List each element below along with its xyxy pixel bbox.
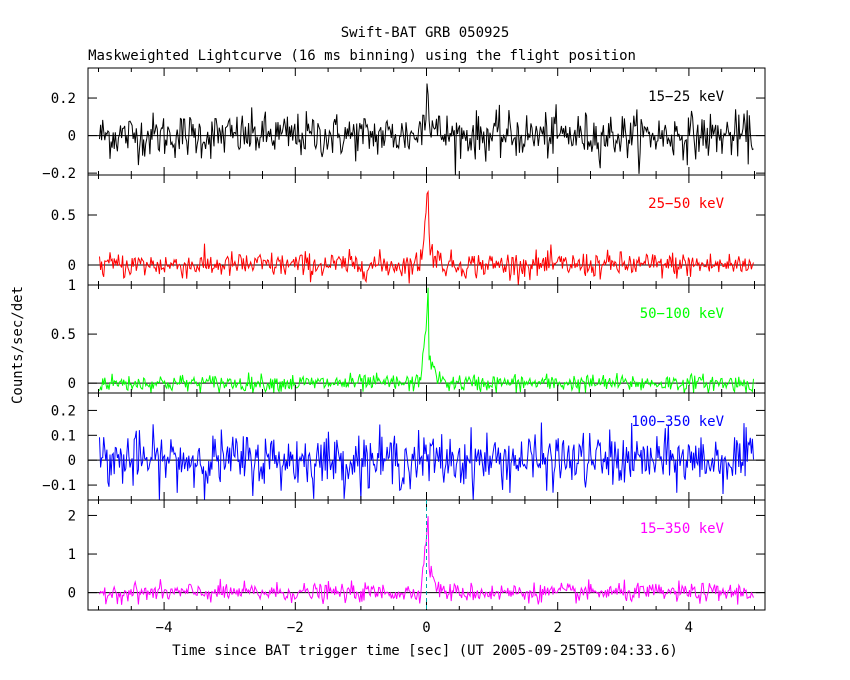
y-tick-label: 0.2 bbox=[51, 91, 76, 107]
y-tick-label: 2 bbox=[68, 508, 76, 524]
panel-label: 25−50 keV bbox=[648, 196, 724, 212]
y-tick-label: 0 bbox=[68, 258, 76, 274]
y-tick-label: 0.2 bbox=[51, 403, 76, 419]
x-tick-label: 4 bbox=[685, 620, 693, 636]
panel-1: −0.2 0 0.2 15−25 keV bbox=[42, 67, 766, 182]
panel-label: 100−350 keV bbox=[631, 414, 724, 430]
y-tick-label: −0.1 bbox=[42, 478, 76, 494]
y-tick-label: 0.5 bbox=[51, 327, 76, 343]
x-tick-label: −2 bbox=[287, 620, 304, 636]
y-tick-label: 1 bbox=[68, 278, 76, 294]
y-tick-label: 0 bbox=[68, 453, 76, 469]
panel-label: 50−100 keV bbox=[640, 306, 725, 322]
x-tick-label: 0 bbox=[422, 620, 430, 636]
panel-3: 0 0.5 1 50−100 keV bbox=[51, 278, 766, 394]
y-tick-label: 0.5 bbox=[51, 208, 76, 224]
panel-label: 15−350 keV bbox=[640, 521, 725, 537]
x-tick-label: 2 bbox=[553, 620, 561, 636]
series-line bbox=[99, 189, 754, 285]
x-axis-label: Time since BAT trigger time [sec] (UT 20… bbox=[172, 643, 678, 659]
y-tick-label: 0 bbox=[68, 586, 76, 602]
panel-5: 0 1 2 15−350 keV bbox=[68, 499, 766, 611]
series-line bbox=[99, 422, 754, 500]
y-tick-label: 0 bbox=[68, 376, 76, 392]
chart-subtitle: Maskweighted Lightcurve (16 ms binning) … bbox=[88, 48, 636, 64]
panel-4: −0.1 0 0.1 0.2 100−350 keV bbox=[42, 392, 766, 501]
panels-group: −0.2 0 0.2 15−25 keV 0 0.5 25−50 keV 0 0.5 1 50−10… bbox=[42, 67, 766, 636]
series-line bbox=[99, 287, 754, 393]
y-tick-label: 0 bbox=[68, 129, 76, 145]
y-tick-label: −0.2 bbox=[42, 166, 76, 182]
panel-label: 15−25 keV bbox=[648, 89, 724, 105]
series-line bbox=[99, 83, 754, 175]
chart-title: Swift-BAT GRB 050925 bbox=[341, 25, 510, 41]
panel-2: 0 0.5 25−50 keV bbox=[51, 174, 766, 286]
x-tick-label: −4 bbox=[156, 620, 173, 636]
y-axis-label: Counts/sec/det bbox=[10, 286, 26, 404]
y-tick-label: 1 bbox=[68, 547, 76, 563]
y-tick-label: 0.1 bbox=[51, 428, 76, 444]
panel-frame bbox=[87, 284, 766, 394]
